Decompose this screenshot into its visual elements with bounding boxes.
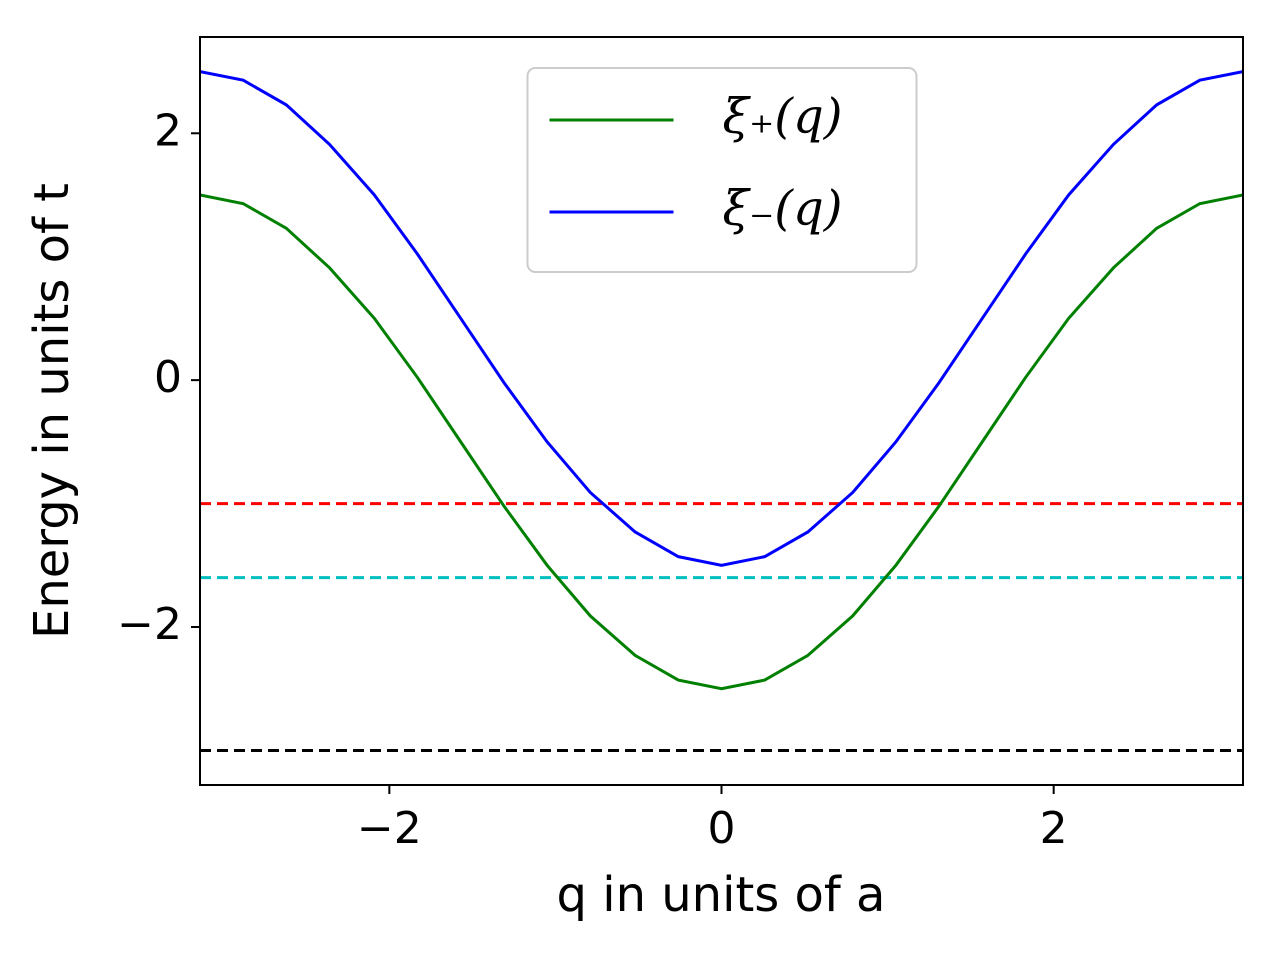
plot-area xyxy=(200,70,1243,752)
x-tick-label: 0 xyxy=(708,803,736,854)
y-tick-label: 0 xyxy=(154,352,182,403)
legend-label: ξ₋(q) xyxy=(723,181,843,237)
y-tick-label: 2 xyxy=(154,105,182,156)
x-tick-label: −2 xyxy=(357,803,422,854)
legend-label: ξ₊(q) xyxy=(723,89,843,145)
series-line xyxy=(200,193,1243,691)
y-tick-label: −2 xyxy=(117,599,182,650)
series-line xyxy=(200,70,1243,567)
y-axis-label: Energy in units of t xyxy=(24,183,80,639)
x-tick-label: 2 xyxy=(1040,803,1068,854)
x-axis-label: q in units of a xyxy=(557,867,886,923)
